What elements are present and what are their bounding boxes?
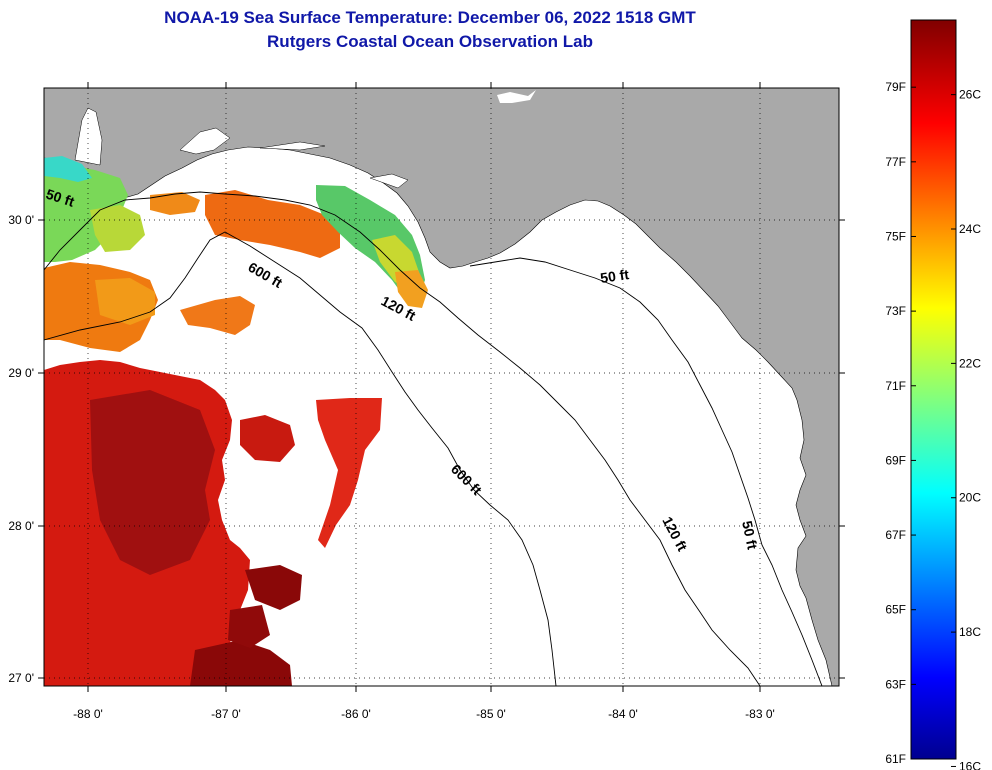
- title-block: NOAA-19 Sea Surface Temperature: Decembe…: [0, 6, 860, 54]
- x-tick-label: -83 0': [745, 707, 775, 721]
- contour-50ft-east: [469, 257, 823, 686]
- colorbar-c-label: 16C: [959, 759, 981, 770]
- map-panel: 50 ft 600 ft 120 ft 50 ft 600 ft 120 ft …: [8, 82, 845, 721]
- map-title: NOAA-19 Sea Surface Temperature: Decembe…: [164, 8, 696, 27]
- x-tick-label: -85 0': [476, 707, 506, 721]
- colorbar-f-label: 65F: [885, 603, 906, 617]
- y-tick-label: 27 0': [8, 671, 34, 685]
- colorbar-f-label: 79F: [885, 80, 906, 94]
- sst-patch-hot: [228, 605, 270, 648]
- colorbar-c-label: 24C: [959, 222, 981, 236]
- colorbar-c-label: 18C: [959, 625, 981, 639]
- colorbar: 79F 77F 75F 73F 71F 69F 67F 65F 63F 61F 26C 24C 22C…: [885, 19, 981, 770]
- bay-inlet: [179, 127, 231, 155]
- colorbar-c-label: 20C: [959, 491, 981, 505]
- land-mass: [44, 88, 839, 686]
- sst-patch-warm: [316, 398, 382, 548]
- map-subtitle: Rutgers Coastal Ocean Observation Lab: [267, 32, 593, 51]
- colorbar-celsius-scale: 26C 24C 22C 20C 18C 16C: [951, 88, 981, 770]
- colorbar-f-label: 77F: [885, 155, 906, 169]
- colorbar-c-label: 26C: [959, 88, 981, 102]
- colorbar-f-label: 71F: [885, 379, 906, 393]
- map-frame: [43, 87, 840, 687]
- sst-patch-cool: [90, 205, 145, 252]
- contour-label: 50 ft: [739, 519, 761, 551]
- y-tick-label: 30 0': [8, 213, 34, 227]
- sst-patch-mild: [95, 278, 155, 325]
- colorbar-f-label: 61F: [885, 752, 906, 766]
- x-tick-label: -88 0': [73, 707, 103, 721]
- sst-patch-mild: [205, 190, 340, 258]
- y-tick-label: 28 0': [8, 519, 34, 533]
- x-tick-label: -84 0': [608, 707, 638, 721]
- sst-patch-mild: [180, 296, 255, 335]
- y-tick-label: 29 0': [8, 366, 34, 380]
- colorbar-c-label: 22C: [959, 356, 981, 370]
- contour-120ft: [44, 191, 761, 686]
- x-tick-label: -87 0': [211, 707, 241, 721]
- sst-patch-warm: [240, 415, 295, 462]
- colorbar-f-label: 75F: [885, 229, 906, 243]
- bay-inlet: [369, 173, 409, 189]
- colorbar-f-label: 63F: [885, 677, 906, 691]
- sst-patch-mild: [395, 270, 428, 308]
- colorbar-fahrenheit-scale: 79F 77F 75F 73F 71F 69F 67F 65F 63F 61F: [885, 80, 916, 766]
- contour-label: 50 ft: [599, 266, 630, 286]
- sst-patch-hot: [190, 640, 292, 686]
- colorbar-f-label: 67F: [885, 528, 906, 542]
- bay-inlet: [74, 107, 103, 166]
- axis-ticks: [38, 82, 845, 692]
- sst-data-layer: [44, 156, 428, 686]
- sst-patch-warm-dark: [90, 390, 215, 575]
- y-axis-labels: 30 0' 29 0' 28 0' 27 0': [8, 213, 34, 685]
- x-tick-label: -86 0': [341, 707, 371, 721]
- bathymetry-contours: [44, 191, 823, 686]
- sst-patch-hot: [245, 565, 302, 610]
- contour-600ft: [44, 231, 557, 686]
- colorbar-gradient: [910, 19, 957, 760]
- lake: [497, 90, 536, 103]
- sst-patch-mild: [150, 192, 200, 215]
- colorbar-f-label: 69F: [885, 453, 906, 467]
- sst-patch-cold: [44, 156, 92, 182]
- colorbar-f-label: 73F: [885, 304, 906, 318]
- bay-inlet: [259, 141, 326, 151]
- x-axis-labels: -88 0' -87 0' -86 0' -85 0' -84 0' -83 0…: [73, 707, 775, 721]
